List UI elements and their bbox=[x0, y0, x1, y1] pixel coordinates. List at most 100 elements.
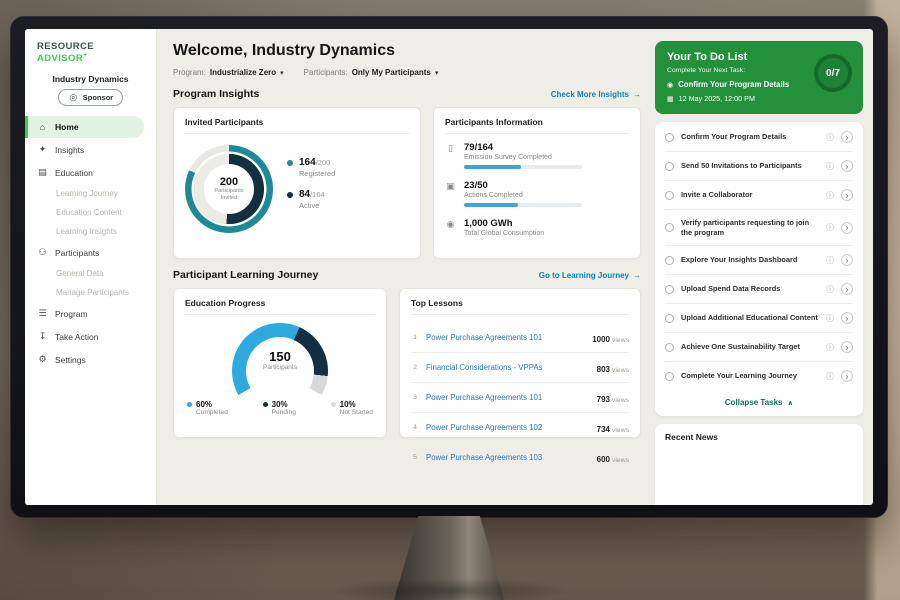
sidebar-item-insights[interactable]: Insights bbox=[25, 138, 156, 161]
survey-progress-track bbox=[464, 165, 582, 169]
lesson-row[interactable]: 4 Power Purchase Agreements 102 734 views bbox=[411, 413, 629, 443]
sponsor-badge[interactable]: Sponsor bbox=[57, 89, 124, 107]
collapse-tasks-button[interactable]: Collapse Tasks bbox=[665, 390, 853, 416]
actions-label: Actions Completed bbox=[464, 192, 523, 199]
task-row[interactable]: Explore Your Insights Dashboard ⓘ › bbox=[665, 246, 853, 276]
task-row[interactable]: Send 50 Invitations to Participants ⓘ › bbox=[665, 152, 853, 181]
sponsor-badge-label: Sponsor bbox=[82, 93, 114, 103]
sidebar-item-label: Settings bbox=[55, 354, 86, 365]
check-more-insights-link[interactable]: Check More Insights bbox=[551, 90, 641, 99]
task-row[interactable]: Confirm Your Program Details ⓘ › bbox=[665, 123, 853, 152]
program-insights-title: Program Insights bbox=[173, 88, 260, 100]
lesson-link[interactable]: Power Purchase Agreements 103 bbox=[426, 453, 543, 462]
task-checkbox[interactable] bbox=[665, 190, 674, 200]
invited-card-title: Invited Participants bbox=[185, 117, 409, 134]
consumption-icon bbox=[445, 219, 456, 237]
learning-journey-title: Participant Learning Journey bbox=[173, 269, 319, 281]
lesson-link[interactable]: Power Purchase Agreements 101 bbox=[426, 333, 543, 342]
task-checkbox[interactable] bbox=[665, 342, 674, 352]
sidebar-item-general-data[interactable]: General Data bbox=[56, 269, 104, 279]
legend-item-registered: 164/200 Registered bbox=[287, 157, 335, 178]
todo-title: Your To Do List bbox=[667, 51, 748, 63]
sidebar-item-home[interactable]: Home bbox=[25, 116, 144, 139]
sidebar-item-program[interactable]: Program bbox=[25, 302, 156, 325]
task-checkbox[interactable] bbox=[665, 371, 674, 381]
sidebar-item-learning-insights[interactable]: Learning Insights bbox=[56, 227, 117, 237]
chevron-right-icon[interactable]: › bbox=[841, 283, 853, 296]
main-content: Welcome, Industry Dynamics Program: Indu… bbox=[157, 29, 655, 505]
info-icon[interactable]: ⓘ bbox=[826, 223, 834, 233]
sidebar-item-take-action[interactable]: Take Action bbox=[25, 325, 156, 348]
sidebar-item-participants[interactable]: Participants bbox=[25, 241, 156, 264]
task-row[interactable]: Complete Your Learning Journey ⓘ › bbox=[665, 362, 853, 390]
sidebar-item-education[interactable]: Education bbox=[25, 161, 156, 184]
lesson-row[interactable]: 5 Power Purchase Agreements 103 600 views bbox=[411, 443, 629, 472]
lesson-link[interactable]: Power Purchase Agreements 102 bbox=[426, 423, 543, 432]
task-checkbox[interactable] bbox=[665, 313, 674, 323]
gauge-hole bbox=[246, 337, 314, 397]
task-checkbox[interactable] bbox=[665, 255, 674, 265]
info-icon[interactable]: ⓘ bbox=[826, 161, 834, 171]
task-row[interactable]: Upload Additional Educational Content ⓘ … bbox=[665, 304, 853, 334]
task-row[interactable]: Verify participants requesting to join t… bbox=[665, 210, 853, 247]
program-filter[interactable]: Program: Industrialize Zero bbox=[173, 68, 284, 77]
info-icon[interactable]: ⓘ bbox=[826, 132, 834, 142]
registered-total: /200 bbox=[315, 158, 331, 167]
info-icon[interactable]: ⓘ bbox=[826, 371, 834, 381]
sidebar-item-learning-journey[interactable]: Learning Journey bbox=[56, 189, 118, 199]
not-started-dot-icon bbox=[330, 402, 336, 407]
info-icon[interactable]: ⓘ bbox=[826, 190, 834, 200]
task-row[interactable]: Achieve One Sustainability Target ⓘ › bbox=[665, 333, 853, 363]
sponsor-icon bbox=[68, 92, 79, 103]
participants-filter[interactable]: Participants: Only My Participants bbox=[304, 68, 439, 77]
lesson-link[interactable]: Financial Considerations - VPPAs bbox=[426, 363, 543, 372]
donut-center-value: 200 bbox=[219, 176, 239, 189]
lesson-views: 793 bbox=[596, 394, 610, 404]
active-label: Active bbox=[299, 201, 320, 210]
chevron-right-icon[interactable]: › bbox=[841, 254, 853, 267]
arrow-right-icon bbox=[633, 271, 641, 280]
welcome-heading: Welcome, Industry Dynamics bbox=[173, 42, 395, 59]
sidebar-item-education-content[interactable]: Education Content bbox=[56, 208, 122, 218]
info-icon[interactable]: ⓘ bbox=[826, 313, 834, 323]
not-started-label: Not Started bbox=[339, 409, 373, 416]
info-progress-fill bbox=[464, 165, 521, 169]
sidebar-item-manage-participants[interactable]: Manage Participants bbox=[56, 288, 129, 298]
chevron-right-icon[interactable]: › bbox=[841, 370, 853, 383]
sidebar-item-label: Insights bbox=[55, 144, 85, 155]
chevron-right-icon[interactable]: › bbox=[841, 221, 853, 234]
lesson-row[interactable]: 1 Power Purchase Agreements 101 1000 view… bbox=[411, 323, 629, 353]
lesson-views: 734 bbox=[596, 424, 610, 434]
registered-label: Registered bbox=[299, 169, 336, 178]
collapse-tasks-label: Collapse Tasks bbox=[724, 398, 783, 408]
education-icon bbox=[37, 167, 48, 178]
sidebar-item-settings[interactable]: Settings bbox=[25, 348, 156, 371]
task-checkbox[interactable] bbox=[665, 284, 674, 294]
task-label: Verify participants requesting to join t… bbox=[681, 218, 810, 237]
chevron-right-icon[interactable]: › bbox=[841, 312, 853, 325]
lesson-rank: 4 bbox=[413, 424, 417, 431]
task-row[interactable]: Upload Spend Data Records ⓘ › bbox=[665, 275, 853, 305]
lesson-link[interactable]: Power Purchase Agreements 101 bbox=[426, 393, 543, 402]
program-icon bbox=[37, 308, 48, 319]
completed-value: 60% bbox=[196, 400, 213, 409]
task-label: Upload Spend Data Records bbox=[681, 284, 781, 294]
info-icon[interactable]: ⓘ bbox=[826, 255, 834, 265]
task-checkbox[interactable] bbox=[665, 161, 674, 171]
invited-donut-chart: 200 Participants Invited bbox=[185, 145, 273, 233]
chevron-right-icon[interactable]: › bbox=[841, 160, 853, 172]
task-row[interactable]: Invite a Collaborator ⓘ › bbox=[665, 181, 853, 210]
not-started-value: 10% bbox=[339, 400, 356, 409]
info-icon[interactable]: ⓘ bbox=[826, 342, 834, 352]
chevron-right-icon[interactable]: › bbox=[841, 131, 853, 143]
donut-center: 200 Participants Invited bbox=[204, 164, 254, 214]
info-icon[interactable]: ⓘ bbox=[826, 284, 834, 294]
task-checkbox[interactable] bbox=[665, 132, 674, 142]
go-to-learning-journey-link[interactable]: Go to Learning Journey bbox=[539, 271, 641, 280]
invited-participants-card: Invited Participants 200 Participants In… bbox=[173, 107, 421, 259]
lesson-row[interactable]: 2 Financial Considerations - VPPAs 803 vi… bbox=[411, 353, 629, 383]
chevron-right-icon[interactable]: › bbox=[841, 189, 853, 201]
chevron-right-icon[interactable]: › bbox=[841, 341, 853, 354]
task-checkbox[interactable] bbox=[665, 223, 674, 233]
lesson-row[interactable]: 3 Power Purchase Agreements 101 793 views bbox=[411, 383, 629, 413]
